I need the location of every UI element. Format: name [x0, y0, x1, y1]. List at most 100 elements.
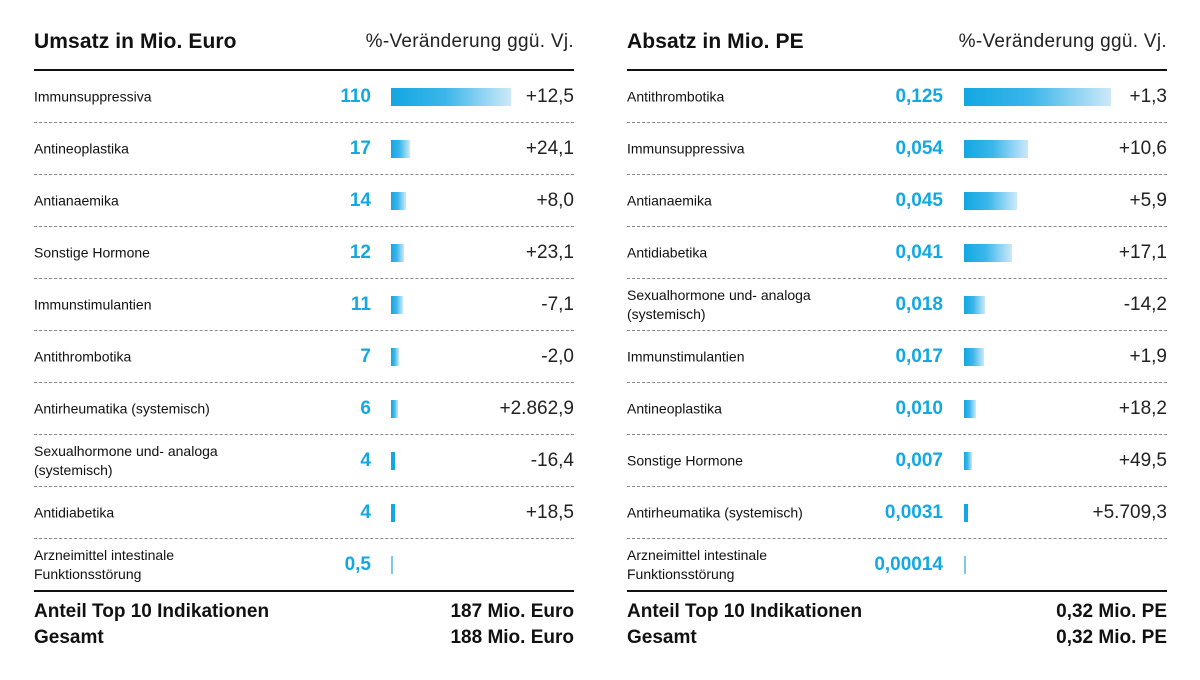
value-label: 0,017: [895, 345, 943, 367]
change-value: +17,1: [1118, 241, 1167, 263]
table-row: Immunsuppressiva 0,054 +10,6: [627, 123, 1167, 175]
value-label: 0,125: [895, 85, 943, 107]
bar: [391, 556, 393, 574]
total-value: 187 Mio. Euro: [450, 601, 574, 622]
bar: [964, 191, 1017, 210]
total-label: Anteil Top 10 Indikationen: [627, 601, 863, 622]
value-label: 0,054: [895, 137, 943, 159]
table-row: Antithrombotika 7 -2,0: [34, 331, 574, 383]
category-label: Antirheumatika (systemisch): [627, 504, 803, 520]
change-column-header: %-Veränderung ggü. Vj.: [365, 31, 574, 52]
value-label: 0,018: [895, 293, 943, 315]
table-row: Sonstige Hormone 0,007 +49,5: [627, 435, 1167, 487]
category-label: Antidiabetika: [34, 504, 115, 520]
panel-header: Absatz in Mio. PE %-Veränderung ggü. Vj.: [627, 30, 1167, 62]
panel-header: Umsatz in Mio. Euro %-Veränderung ggü. V…: [34, 30, 574, 62]
category-label: Immunstimulantien: [34, 296, 152, 312]
value-label: 11: [350, 293, 371, 315]
header-divider: [627, 69, 1167, 71]
bar: [391, 87, 511, 106]
value-label: 7: [360, 345, 371, 367]
bar: [964, 139, 1028, 158]
category-label: Sonstige Hormone: [627, 452, 743, 468]
chart-title: Absatz in Mio. PE: [627, 30, 804, 53]
table-row: Sexualhormone und- analoga (systemisch) 4…: [34, 435, 574, 487]
header-divider: [34, 69, 574, 71]
change-value: +49,5: [1118, 449, 1167, 471]
table-row: Immunstimulantien 0,017 +1,9: [627, 331, 1167, 383]
category-label: Antianaemika: [34, 192, 119, 208]
bar: [964, 503, 968, 522]
change-column-header: %-Veränderung ggü. Vj.: [958, 31, 1167, 52]
category-label: Antineoplastika: [627, 400, 722, 416]
bar: [391, 347, 399, 366]
change-value: -2,0: [541, 345, 574, 367]
change-value: +18,5: [525, 501, 574, 523]
change-value: +1,3: [1129, 85, 1167, 107]
category-label: Sexualhormone und- analoga (systemisch): [627, 286, 811, 322]
table-row: Arzneimittel intestinale Funktionsstörun…: [34, 539, 574, 591]
value-label: 0,045: [895, 189, 943, 211]
table-row: Sexualhormone und- analoga (systemisch) 0…: [627, 279, 1167, 331]
bar: [964, 243, 1013, 262]
value-label: 4: [360, 449, 371, 471]
totals: Anteil Top 10 Indikationen 0,32 Mio. PE …: [627, 601, 1167, 653]
table-row: Antidiabetika 4 +18,5: [34, 487, 574, 539]
value-label: 12: [349, 241, 371, 263]
bar: [391, 191, 407, 210]
change-value: +18,2: [1118, 397, 1167, 419]
bar: [391, 243, 405, 262]
category-label: Immunsuppressiva: [34, 88, 152, 104]
table-row: Antineoplastika 0,010 +18,2: [627, 383, 1167, 435]
total-value: 0,32 Mio. PE: [1056, 601, 1167, 622]
bar: [964, 399, 976, 418]
bar: [964, 556, 966, 574]
bar: [964, 451, 973, 470]
table-row: Antirheumatika (systemisch) 0,0031 +5.709,…: [627, 487, 1167, 539]
bar: [391, 295, 403, 314]
value-label: 0,5: [344, 554, 371, 575]
table-row: Arzneimittel intestinale Funktionsstörun…: [627, 539, 1167, 591]
value-label: 0,0031: [884, 501, 943, 523]
footer-divider: [34, 590, 574, 592]
category-label: Antianaemika: [627, 192, 712, 208]
category-label: Arzneimittel intestinale Funktionsstörun…: [627, 547, 768, 582]
bar: [964, 87, 1111, 106]
value-label: 14: [349, 189, 371, 211]
change-value: -14,2: [1123, 293, 1167, 315]
umsatz-panel: Umsatz in Mio. Euro %-Veränderung ggü. V…: [34, 0, 574, 680]
table-row: Antianaemika 14 +8,0: [34, 175, 574, 227]
value-label: 0,00014: [874, 554, 943, 575]
change-value: +1,9: [1129, 345, 1167, 367]
change-value: +23,1: [525, 241, 574, 263]
category-label: Immunstimulantien: [627, 348, 745, 364]
change-value: +5.709,3: [1092, 501, 1168, 523]
table-row: Antidiabetika 0,041 +17,1: [627, 227, 1167, 279]
value-label: 0,041: [895, 241, 943, 263]
bar: [964, 347, 984, 366]
table-row: Sonstige Hormone 12 +23,1: [34, 227, 574, 279]
chart-title: Umsatz in Mio. Euro: [34, 30, 237, 53]
total-row-gesamt: Gesamt 0,32 Mio. PE: [627, 627, 1167, 653]
total-row-gesamt: Gesamt 188 Mio. Euro: [34, 627, 574, 653]
change-value: +12,5: [525, 85, 574, 107]
footer-divider: [627, 590, 1167, 592]
total-label: Anteil Top 10 Indikationen: [34, 601, 270, 622]
total-label: Gesamt: [627, 627, 697, 648]
bar-rows: Immunsuppressiva 110 +12,5 Antineoplastika 1…: [34, 71, 574, 591]
change-value: +10,6: [1118, 137, 1167, 159]
total-label: Gesamt: [34, 627, 104, 648]
bar: [391, 399, 398, 418]
change-value: +8,0: [536, 189, 574, 211]
table-row: Immunsuppressiva 110 +12,5: [34, 71, 574, 123]
bar: [964, 295, 986, 314]
change-value: -7,1: [541, 293, 574, 315]
total-row-top10: Anteil Top 10 Indikationen 187 Mio. Euro: [34, 601, 574, 627]
bar: [391, 503, 396, 522]
change-value: +5,9: [1129, 189, 1167, 211]
category-label: Immunsuppressiva: [627, 140, 745, 156]
category-label: Arzneimittel intestinale Funktionsstörun…: [34, 547, 175, 582]
category-label: Antithrombotika: [627, 88, 725, 104]
change-value: -16,4: [530, 449, 574, 471]
total-value: 0,32 Mio. PE: [1056, 627, 1167, 648]
